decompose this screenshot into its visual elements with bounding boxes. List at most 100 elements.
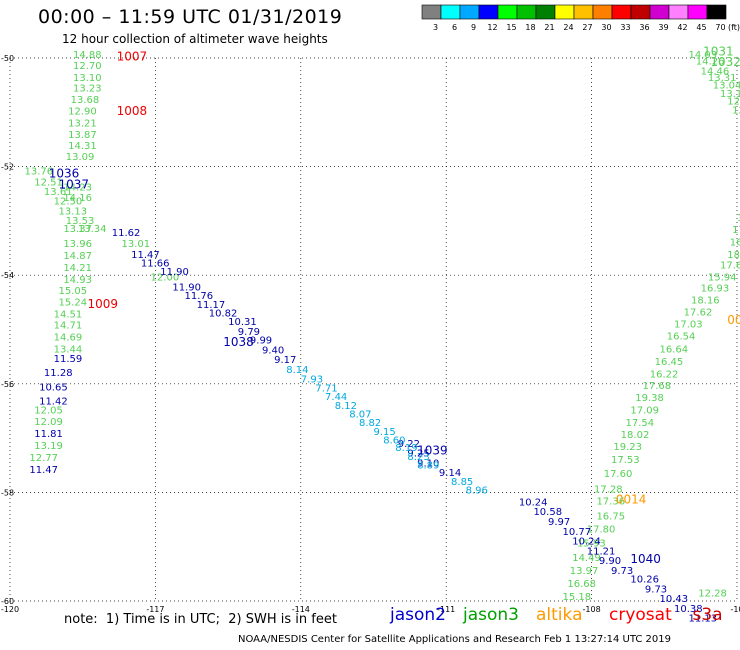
swh-value: 12.50	[54, 197, 83, 208]
colorbar-swatch	[440, 4, 461, 20]
swh-value: 15.94	[708, 273, 737, 284]
swh-value: 9.17	[274, 355, 296, 366]
pass-time-label: 1009	[88, 297, 119, 311]
pass-time-label: 1038	[223, 335, 254, 349]
x-tick-label: -108	[583, 605, 601, 614]
swh-value: 17.09	[630, 406, 659, 417]
swh-value: 9.99	[250, 336, 272, 347]
x-tick-label: -120	[1, 605, 19, 614]
legend-jason2: jason2	[390, 605, 446, 625]
swh-value: 16.60	[730, 237, 740, 248]
y-tick-label: -56	[1, 380, 14, 389]
colorbar-label: 30	[601, 23, 611, 32]
swh-value: 11.76	[184, 291, 213, 302]
pass-time-label: 1036	[49, 166, 80, 180]
colorbar-label: 6	[452, 23, 457, 32]
colorbar-label: 15	[506, 23, 516, 32]
colorbar-label: 42	[677, 23, 687, 32]
chart-axes: -120 -117 -114 -111 -108 -10 -50 -52 -54 -56 -58 -6…	[1, 54, 740, 614]
colorbar-legend: 3 6 9 12 15 18 21 24 27 30 33 36 39 42 45 70 (ft)	[421, 4, 740, 32]
swh-value: 8.19	[395, 443, 417, 454]
swh-value: 14.93	[63, 275, 92, 286]
swh-value: 14.26	[696, 57, 725, 68]
swh-value: 17.53	[611, 455, 640, 466]
swh-value: 17.36	[596, 496, 625, 507]
pass-time-label: 1008	[117, 104, 148, 118]
swh-value: 11.90	[160, 267, 189, 278]
swh-value: 13.97	[570, 566, 599, 577]
colorbar-label: 24	[563, 23, 573, 32]
swh-value: 14.88	[73, 50, 102, 61]
swh-value: 13.68	[71, 95, 100, 106]
swh-value: 13.34	[78, 224, 107, 235]
colorbar-swatch	[478, 4, 499, 20]
swh-value: 14.71	[54, 320, 83, 331]
colorbar-swatch	[649, 4, 670, 20]
swh-value: 8.23	[407, 452, 429, 463]
swh-value: 8.07	[349, 409, 371, 420]
swh-value: 14.21	[63, 263, 92, 274]
legend-s3a: s3a	[692, 605, 723, 625]
data-points: 14.8812.7013.1013.2313.6812.9013.2113.87…	[25, 50, 740, 625]
colorbar-swatch	[497, 4, 518, 20]
swh-value: 8.89	[417, 461, 439, 472]
colorbar-swatch	[516, 4, 537, 20]
swh-value: 15.24	[58, 298, 87, 309]
x-tick-label: -117	[146, 605, 164, 614]
y-tick-label: -60	[1, 597, 14, 606]
swh-value: 8.96	[466, 485, 488, 496]
colorbar-swatch	[573, 4, 594, 20]
swh-value: 13.31	[708, 73, 737, 84]
swh-value: 11.81	[34, 429, 63, 440]
swh-value: 14.46	[701, 66, 730, 77]
swh-value: 8.14	[286, 365, 308, 376]
colorbar-label: 70	[715, 23, 725, 32]
chart-subtitle: 12 hour collection of altimeter wave hei…	[62, 32, 328, 46]
swh-value: 10.26	[630, 575, 659, 586]
pass-time-label: 1031	[703, 44, 734, 58]
swh-value: 9.15	[374, 427, 396, 438]
colorbar-swatch	[535, 4, 556, 20]
colorbar-label: 39	[658, 23, 668, 32]
legend-jason3: jason3	[463, 605, 519, 625]
colorbar-label: 21	[544, 23, 554, 32]
y-tick-label: -52	[1, 163, 14, 172]
pass-time-label: 1007	[117, 50, 148, 64]
swh-value: 16.10	[737, 213, 740, 224]
chart-grid	[9, 57, 738, 602]
footer-note: note: 1) Time is in UTC; 2) SWH is in fe…	[64, 612, 337, 627]
swh-value: 9.25	[407, 449, 429, 460]
legend-cryosat: cryosat	[609, 605, 672, 625]
x-tick-label: -10	[730, 605, 740, 614]
swh-value: 12.51	[34, 178, 63, 189]
swh-value: 9.40	[262, 345, 284, 356]
swh-value: 18.02	[621, 430, 650, 441]
pass-time-label: 1039	[417, 443, 448, 457]
swh-value: 17.80	[587, 525, 616, 536]
swh-value: 12.77	[29, 453, 58, 464]
swh-value: 11.62	[112, 228, 141, 239]
swh-value: 11.90	[172, 282, 201, 293]
swh-value: 17.60	[604, 469, 633, 480]
swh-value: 13.01	[121, 239, 150, 250]
swh-value: 10.82	[209, 308, 238, 319]
swh-value: 13.87	[68, 130, 97, 141]
swh-value: 11.47	[29, 465, 58, 476]
swh-value: 14.87	[63, 251, 92, 262]
swh-value: 13.61	[44, 187, 73, 198]
y-tick-label: -58	[1, 488, 14, 497]
x-tick-label: -114	[292, 605, 310, 614]
swh-value: 9.97	[548, 517, 570, 528]
colorbar-unit: (ft)	[728, 23, 740, 32]
colorbar-label: 18	[525, 23, 535, 32]
colorbar-swatch	[554, 4, 575, 20]
swh-value: 10.58	[533, 507, 562, 518]
swh-value: 14.51	[54, 310, 83, 321]
swh-value: 17.54	[626, 418, 655, 429]
swh-value: 14.23	[63, 182, 92, 193]
colorbar-label: 27	[582, 23, 592, 32]
y-tick-label: -50	[1, 54, 14, 63]
pass-time-label: 0014	[616, 492, 647, 506]
swh-value: 13.44	[54, 344, 83, 355]
